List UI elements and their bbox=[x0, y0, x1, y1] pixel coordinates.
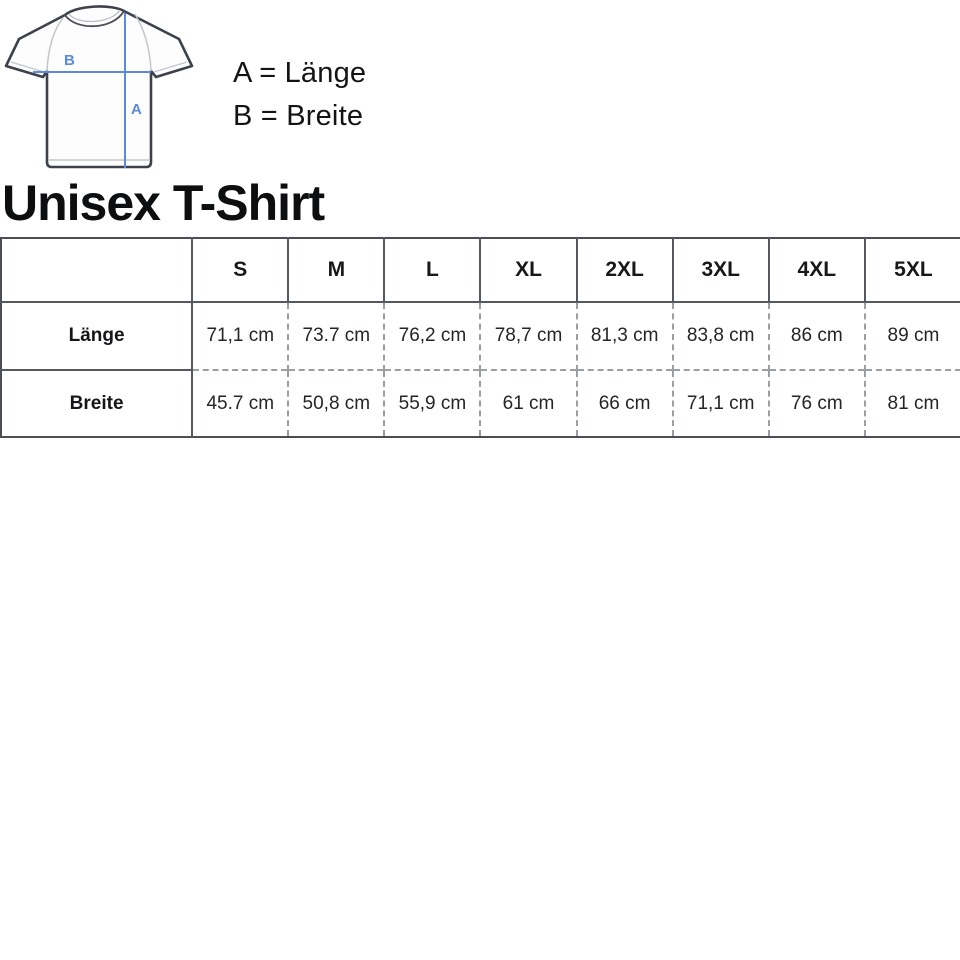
breite-2xl-value: 66 cm bbox=[575, 369, 673, 437]
right-cuff-stitch bbox=[153, 61, 188, 73]
size-column-header-5xl: 5XL bbox=[863, 238, 960, 303]
right-sleeve-seam bbox=[134, 13, 152, 72]
breite-s-value: 45.7 cm bbox=[191, 369, 289, 437]
size-column-header-3xl: 3XL bbox=[671, 238, 769, 303]
laenge-2xl-value: 81,3 cm bbox=[575, 302, 673, 370]
table-row-laenge: Länge 71,1 cm 73.7 cm 76,2 cm 78,7 cm 81… bbox=[1, 302, 960, 370]
legend-breite: B = Breite bbox=[233, 100, 364, 132]
laenge-s-value: 71,1 cm bbox=[191, 302, 289, 370]
laenge-xl-value: 78,7 cm bbox=[479, 302, 577, 370]
laenge-4xl-value: 86 cm bbox=[767, 302, 865, 370]
size-column-header-m: M bbox=[287, 238, 385, 303]
size-table: S M L XL 2XL 3XL 4XL 5XL Länge 71,1 cm 7… bbox=[0, 237, 960, 438]
size-column-header-s: S bbox=[191, 238, 289, 303]
size-column-header-xl: XL bbox=[479, 238, 577, 303]
breite-xl-value: 61 cm bbox=[479, 369, 577, 437]
breite-5xl-value: 81 cm bbox=[863, 369, 960, 437]
breite-m-value: 50,8 cm bbox=[287, 369, 385, 437]
size-column-header-l: L bbox=[383, 238, 481, 303]
laenge-5xl-value: 89 cm bbox=[863, 302, 960, 370]
row-label-breite: Breite bbox=[1, 369, 194, 437]
laenge-3xl-value: 83,8 cm bbox=[671, 302, 769, 370]
table-row-breite: Breite 45.7 cm 50,8 cm 55,9 cm 61 cm 66 … bbox=[1, 369, 960, 437]
left-sleeve-seam bbox=[46, 17, 64, 72]
legend-laenge: A = Länge bbox=[233, 57, 367, 89]
measurement-legend: A = Länge B = Breite bbox=[233, 52, 366, 138]
label-a: A bbox=[131, 101, 142, 118]
left-cuff-stitch bbox=[10, 61, 45, 73]
label-b: B bbox=[64, 52, 75, 69]
size-column-header-4xl: 4XL bbox=[767, 238, 865, 303]
corner-cell bbox=[1, 238, 193, 303]
collar-inner-line bbox=[64, 10, 125, 28]
breite-4xl-value: 76 cm bbox=[767, 369, 865, 437]
tshirt-diagram: B A bbox=[4, 5, 194, 169]
row-label-laenge: Länge bbox=[1, 302, 194, 370]
laenge-l-value: 76,2 cm bbox=[383, 302, 481, 370]
laenge-m-value: 73.7 cm bbox=[287, 302, 385, 370]
breite-3xl-value: 71,1 cm bbox=[671, 369, 769, 437]
tshirt-outline bbox=[4, 5, 194, 169]
collar-rib-line bbox=[68, 9, 121, 23]
breite-l-value: 55,9 cm bbox=[383, 369, 481, 437]
size-column-header-2xl: 2XL bbox=[575, 238, 673, 303]
size-header-row: S M L XL 2XL 3XL 4XL 5XL bbox=[1, 238, 960, 303]
page-title: Unisex T-Shirt bbox=[2, 175, 325, 231]
